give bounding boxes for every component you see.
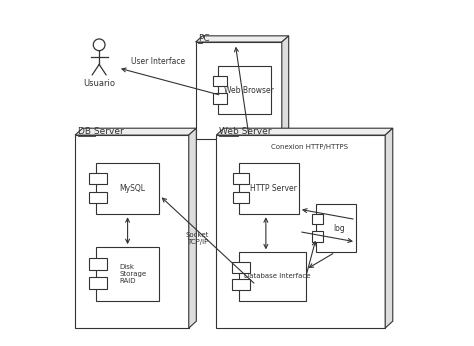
Polygon shape	[218, 66, 272, 115]
Polygon shape	[316, 204, 356, 252]
Text: Disk
Storage
RAID: Disk Storage RAID	[119, 264, 146, 284]
Polygon shape	[282, 36, 289, 138]
Polygon shape	[213, 76, 227, 86]
Text: PC: PC	[199, 35, 210, 44]
Text: Web Browser: Web Browser	[224, 86, 274, 95]
Text: Web Server: Web Server	[219, 127, 272, 136]
Text: Usuario: Usuario	[83, 79, 115, 88]
Polygon shape	[233, 192, 249, 203]
Polygon shape	[232, 279, 250, 290]
Polygon shape	[75, 135, 189, 328]
Text: MySQL: MySQL	[120, 184, 146, 193]
Polygon shape	[90, 277, 107, 289]
Polygon shape	[213, 93, 227, 104]
Text: Socket
TCP/IP: Socket TCP/IP	[186, 232, 209, 245]
Polygon shape	[96, 163, 159, 215]
Polygon shape	[385, 128, 393, 328]
Text: log: log	[333, 224, 345, 233]
Text: Database Interface: Database Interface	[245, 273, 311, 279]
Polygon shape	[312, 214, 323, 224]
Polygon shape	[216, 128, 393, 135]
Polygon shape	[233, 173, 249, 184]
Polygon shape	[239, 252, 306, 301]
Text: Conexion HTTP/HTTPS: Conexion HTTP/HTTPS	[272, 144, 348, 150]
Polygon shape	[216, 135, 385, 328]
Polygon shape	[189, 128, 196, 328]
Polygon shape	[312, 231, 323, 242]
Polygon shape	[90, 192, 107, 203]
Polygon shape	[196, 42, 282, 138]
Text: User Interface: User Interface	[131, 57, 185, 66]
Polygon shape	[232, 262, 250, 273]
Polygon shape	[196, 36, 289, 42]
Polygon shape	[96, 247, 159, 301]
Polygon shape	[75, 128, 196, 135]
Text: HTTP Server: HTTP Server	[250, 184, 297, 193]
Polygon shape	[90, 173, 107, 184]
Text: DB Server: DB Server	[78, 127, 124, 136]
Polygon shape	[90, 258, 107, 270]
Polygon shape	[239, 163, 299, 215]
